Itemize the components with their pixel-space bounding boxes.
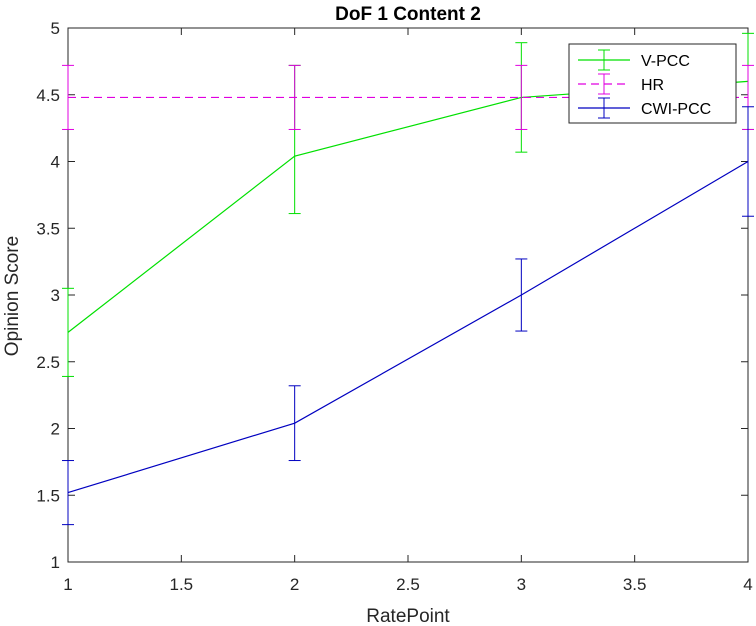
error-bar	[742, 106, 754, 217]
error-bar	[62, 287, 74, 377]
error-bar	[515, 258, 528, 332]
axis-ticks	[67, 27, 749, 563]
x-tick-label: 4	[743, 575, 752, 594]
x-tick-label: 3.5	[623, 575, 647, 594]
x-tick-label: 3	[517, 575, 526, 594]
y-tick-label: 3.5	[36, 219, 60, 238]
y-tick-label: 1	[51, 553, 60, 572]
y-tick-label: 2	[51, 420, 60, 439]
y-tick-label: 4	[51, 153, 60, 172]
legend-label: HR	[641, 77, 664, 94]
legend: V-PCC HR CWI-PCC	[568, 43, 737, 124]
legend-label: V-PCC	[641, 53, 690, 70]
x-tick-label: 2.5	[396, 575, 420, 594]
x-tick-label: 2	[290, 575, 299, 594]
y-tick-label: 1.5	[36, 486, 60, 505]
legend-item-hr: HR	[578, 73, 664, 95]
y-tick-label: 2.5	[36, 353, 60, 372]
y-tick-label: 3	[51, 286, 60, 305]
y-tick-label: 4.5	[36, 86, 60, 105]
error-bar	[62, 460, 74, 526]
x-axis-title: RatePoint	[366, 606, 450, 626]
legend-item-cwi-pcc: CWI-PCC	[578, 97, 711, 119]
x-tick-label: 1.5	[170, 575, 194, 594]
error-bar	[62, 64, 74, 130]
legend-label: CWI-PCC	[641, 101, 711, 118]
x-tick-label: 1	[63, 575, 72, 594]
error-bar	[515, 64, 528, 130]
series-cwi-pcc	[62, 106, 754, 526]
error-bar	[288, 385, 301, 462]
chart-title: DoF 1 Content 2	[335, 4, 481, 25]
series-line-cwi-pcc	[67, 160, 749, 494]
error-bar	[288, 64, 301, 130]
legend-item-v-pcc: V-PCC	[578, 49, 690, 71]
y-tick-label: 5	[51, 19, 60, 38]
tick-labels: 1 1.5 2 2.5 3 3.5 4 1 1.5 2 2.5 3 3.5 4 4.5 5	[36, 19, 752, 594]
y-axis-title: Opinion Score	[2, 236, 23, 356]
